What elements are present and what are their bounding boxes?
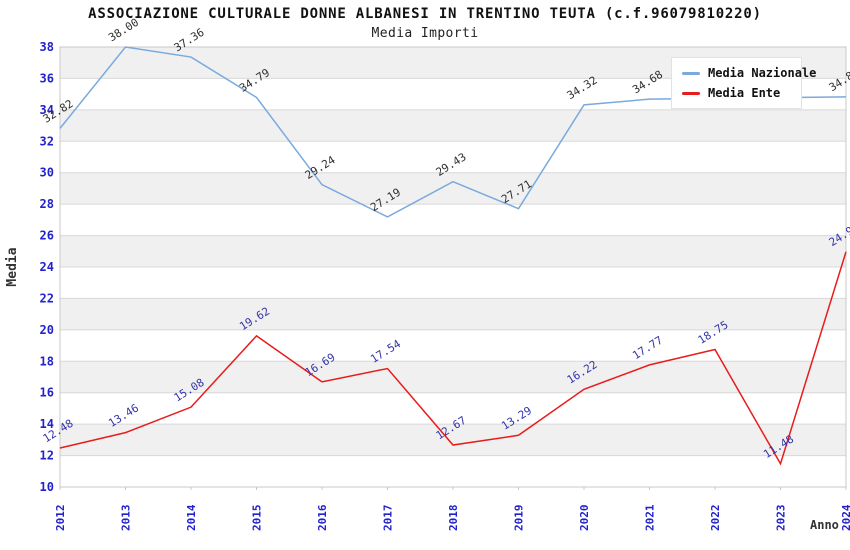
- grid-band: [60, 109, 846, 142]
- x-tick-label: 2024: [840, 504, 850, 531]
- y-tick-label: 18: [40, 354, 54, 368]
- legend-line-swatch-blue: [682, 71, 700, 75]
- grid-band: [60, 298, 846, 330]
- legend-item-media-nazionale: Media Nazionale: [682, 66, 816, 80]
- legend-label-media-ente: Media Ente: [708, 86, 781, 100]
- x-tick-label: 2019: [513, 505, 526, 532]
- y-tick-label: 12: [40, 449, 54, 463]
- y-tick-label: 34: [40, 103, 54, 117]
- x-tick-label: 2020: [578, 505, 591, 532]
- data-label-media-ente: 17.77: [630, 334, 665, 363]
- y-tick-label: 14: [40, 417, 54, 431]
- x-tick-label: 2021: [644, 504, 657, 531]
- data-label-media-nazionale: 38.00: [106, 16, 141, 45]
- chart-subtitle: Media Importi: [371, 26, 479, 41]
- x-tick-label: 2014: [185, 504, 198, 531]
- y-tick-label: 36: [40, 71, 54, 85]
- y-tick-label: 22: [40, 291, 54, 305]
- x-tick-label: 2017: [382, 505, 395, 532]
- x-tick-label: 2016: [316, 504, 329, 531]
- grid-band: [60, 361, 846, 393]
- x-axis-title: Anno: [810, 518, 839, 532]
- x-tick-label: 2022: [709, 505, 722, 532]
- y-tick-label: 24: [40, 260, 54, 274]
- grid-band: [60, 235, 846, 267]
- y-tick-label: 30: [40, 166, 54, 180]
- grid-band: [60, 172, 846, 205]
- y-tick-label: 20: [40, 323, 54, 337]
- chart-title: ASSOCIAZIONE CULTURALE DONNE ALBANESI IN…: [88, 6, 762, 22]
- series-line-media-ente: [59, 251, 847, 466]
- y-axis-title: Media: [5, 247, 20, 287]
- legend: Media Nazionale Media Ente: [671, 57, 816, 109]
- y-tick-label: 32: [40, 134, 54, 148]
- legend-label-media-nazionale: Media Nazionale: [708, 66, 817, 80]
- legend-item-media-ente: Media Ente: [682, 86, 801, 100]
- x-tick-label: 2012: [54, 505, 67, 532]
- y-tick-label: 16: [40, 386, 54, 400]
- y-tick-label: 28: [40, 197, 54, 211]
- grid-band: [60, 424, 846, 456]
- x-tick-label: 2018: [447, 505, 460, 532]
- x-tick-label: 2015: [251, 505, 264, 532]
- y-tick-label: 26: [40, 229, 54, 243]
- y-tick-label: 10: [40, 480, 54, 494]
- x-tick-label: 2023: [775, 505, 788, 532]
- legend-line-swatch-red: [682, 91, 700, 95]
- x-tick-label: 2013: [120, 505, 133, 532]
- y-tick-label: 38: [40, 40, 54, 54]
